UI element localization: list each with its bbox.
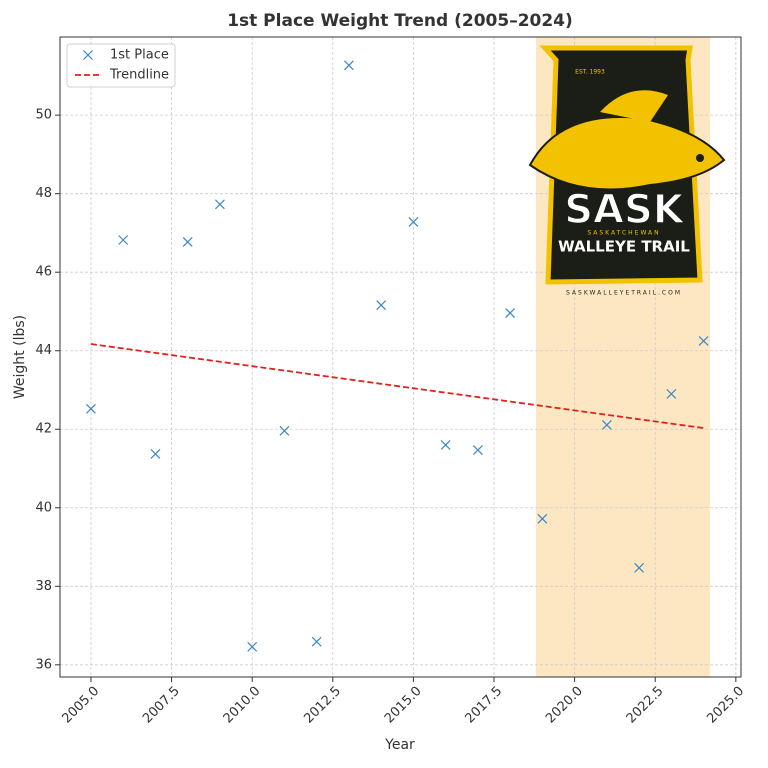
- plot-frame: [59, 36, 742, 678]
- x-tick-label: 2017.5: [463, 684, 506, 727]
- data-point: [279, 425, 290, 436]
- data-point: [537, 513, 548, 524]
- data-point: [698, 335, 709, 346]
- x-tick-label: 2005.0: [59, 684, 102, 727]
- legend-swatch: [83, 50, 93, 60]
- data-point: [505, 308, 516, 318]
- y-tick-label: 42: [35, 422, 52, 437]
- x-tick-label: 2015.0: [382, 684, 425, 727]
- y-tick-label: 40: [35, 500, 52, 515]
- x-tick-label: 2025.0: [704, 684, 747, 727]
- data-point: [150, 449, 161, 459]
- logo-region: SASKATCHEWAN: [587, 230, 660, 237]
- logo-url: SASKWALLEYETRAIL.COM: [566, 290, 682, 297]
- data-point: [440, 440, 451, 450]
- x-tick-label: 2022.5: [624, 684, 667, 727]
- chart-title: 1st Place Weight Trend (2005–2024): [227, 11, 573, 31]
- data-point: [666, 388, 677, 399]
- y-tick-label: 48: [35, 186, 52, 201]
- data-point: [311, 636, 322, 647]
- x-tick-label: 2012.5: [301, 684, 344, 727]
- data-point: [343, 60, 354, 71]
- data-point: [601, 420, 612, 430]
- y-tick-label: 50: [35, 108, 52, 123]
- y-tick-label: 38: [35, 579, 52, 594]
- x-tick-label: 2007.5: [140, 684, 183, 727]
- data-point: [472, 445, 483, 455]
- logo-name: SASK: [564, 187, 686, 233]
- y-tick-label: 46: [35, 265, 52, 280]
- legend-box: [66, 43, 176, 88]
- data-point: [215, 199, 225, 210]
- y-tick-label: 36: [35, 657, 52, 672]
- data-point: [118, 235, 129, 245]
- legend-label: 1st Place: [110, 48, 169, 63]
- logo-fin: [600, 90, 668, 122]
- x-tick-label: 2020.0: [543, 684, 586, 727]
- trendline: [90, 343, 704, 429]
- data-point: [247, 641, 258, 652]
- x-axis-label: Year: [384, 737, 415, 753]
- y-axis-label: Weight (lbs): [12, 315, 28, 399]
- data-point: [182, 237, 193, 247]
- x-tick-label: 2010.0: [221, 684, 264, 727]
- data-point: [86, 403, 96, 414]
- data-point: [376, 300, 387, 311]
- data-point: [408, 217, 419, 227]
- y-tick-label: 44: [35, 343, 52, 358]
- logo-est: EST. 1993: [575, 69, 605, 76]
- logo-eye: [696, 154, 704, 162]
- logo: EST. 1993 SASK SASKATCHEWAN WALLEYE TRAI…: [528, 45, 726, 297]
- logo-fish: [528, 116, 726, 191]
- legend-label: Trendline: [109, 68, 169, 83]
- data-point: [634, 562, 645, 573]
- logo-trail: WALLEYE TRAIL: [558, 238, 690, 256]
